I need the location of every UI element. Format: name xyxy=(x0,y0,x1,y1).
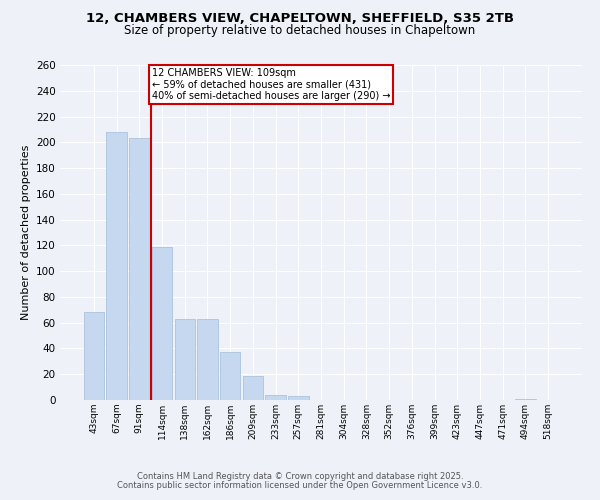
Bar xyxy=(265,395,286,400)
Y-axis label: Number of detached properties: Number of detached properties xyxy=(20,145,31,320)
Bar xyxy=(220,352,241,400)
Text: Contains public sector information licensed under the Open Government Licence v3: Contains public sector information licen… xyxy=(118,481,482,490)
Text: Contains HM Land Registry data © Crown copyright and database right 2025.: Contains HM Land Registry data © Crown c… xyxy=(137,472,463,481)
Text: Size of property relative to detached houses in Chapeltown: Size of property relative to detached ho… xyxy=(124,24,476,37)
Bar xyxy=(84,312,104,400)
Bar xyxy=(175,319,195,400)
Bar xyxy=(106,132,127,400)
Bar xyxy=(288,396,308,400)
Bar xyxy=(515,398,536,400)
Bar xyxy=(197,319,218,400)
Bar xyxy=(242,376,263,400)
Bar xyxy=(129,138,149,400)
Text: 12 CHAMBERS VIEW: 109sqm
← 59% of detached houses are smaller (431)
40% of semi-: 12 CHAMBERS VIEW: 109sqm ← 59% of detach… xyxy=(152,68,391,101)
Text: 12, CHAMBERS VIEW, CHAPELTOWN, SHEFFIELD, S35 2TB: 12, CHAMBERS VIEW, CHAPELTOWN, SHEFFIELD… xyxy=(86,12,514,26)
Bar xyxy=(152,246,172,400)
